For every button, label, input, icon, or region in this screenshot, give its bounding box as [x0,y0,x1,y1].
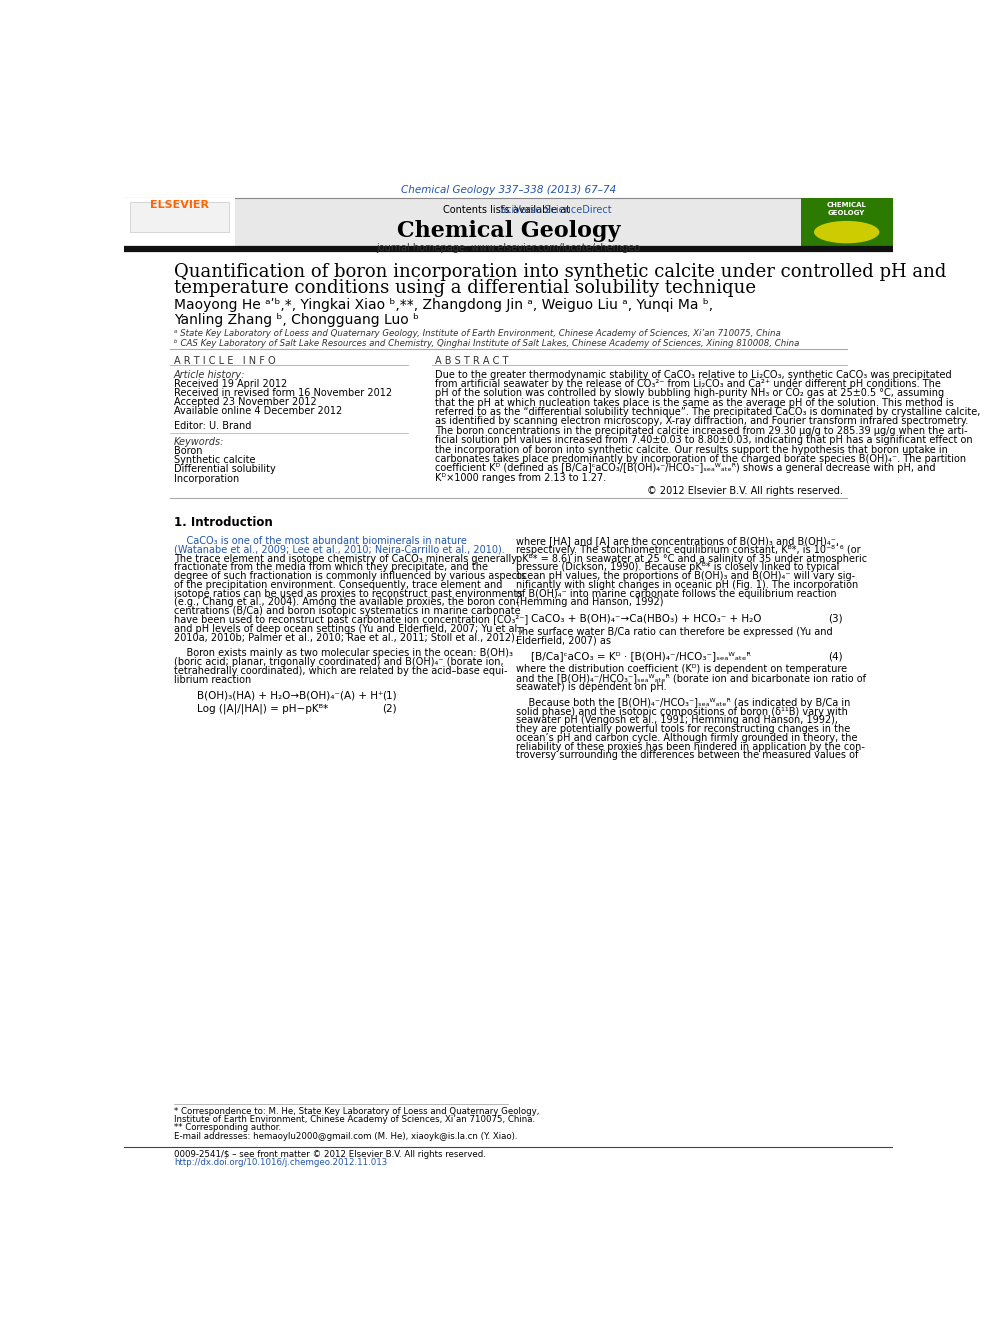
Text: E-mail addresses: hemaoylu2000@gmail.com (M. He), xiaoyk@is.la.cn (Y. Xiao).: E-mail addresses: hemaoylu2000@gmail.com… [174,1131,518,1140]
FancyBboxPatch shape [130,201,228,232]
Text: Because both the [B(OH)₄⁻/HCO₃⁻]ₛₑₐᵂₐₜₑᴿ (as indicated by B/Ca in: Because both the [B(OH)₄⁻/HCO₃⁻]ₛₑₐᵂₐₜₑᴿ… [516,697,850,708]
Text: The surface water B/Ca ratio can therefore be expressed (Yu and: The surface water B/Ca ratio can therefo… [516,627,832,636]
Text: [B/Ca]ᶜaCO₃ = Kᴰ · [B(OH)₄⁻/HCO₃⁻]ₛₑₐᵂₐₜₑᴿ: [B/Ca]ᶜaCO₃ = Kᴰ · [B(OH)₄⁻/HCO₃⁻]ₛₑₐᵂₐₜ… [532,651,751,662]
Text: centrations (B/Ca) and boron isotopic systematics in marine carbonate: centrations (B/Ca) and boron isotopic sy… [174,606,521,617]
Text: ᵇ CAS Key Laboratory of Salt Lake Resources and Chemistry, Qinghai Institute of : ᵇ CAS Key Laboratory of Salt Lake Resour… [174,339,800,348]
Text: A B S T R A C T: A B S T R A C T [435,356,509,366]
Text: Keywords:: Keywords: [174,437,224,447]
Text: Accepted 23 November 2012: Accepted 23 November 2012 [174,397,316,407]
Text: isotope ratios can be used as proxies to reconstruct past environments: isotope ratios can be used as proxies to… [174,589,523,598]
FancyBboxPatch shape [124,198,235,247]
Text: 2010a, 2010b; Palmer et al., 2010; Rae et al., 2011; Stoll et al., 2012).: 2010a, 2010b; Palmer et al., 2010; Rae e… [174,632,518,643]
Text: A R T I C L E   I N F O: A R T I C L E I N F O [174,356,276,366]
Text: seawater) is dependent on pH.: seawater) is dependent on pH. [516,681,667,692]
Text: 1. Introduction: 1. Introduction [174,516,273,529]
Text: referred to as the “differential solubility technique”. The precipitated CaCO₃ i: referred to as the “differential solubil… [435,407,981,417]
Text: ᵃ State Key Laboratory of Loess and Quaternary Geology, Institute of Earth Envir: ᵃ State Key Laboratory of Loess and Quat… [174,329,781,337]
Text: Quantification of boron incorporation into synthetic calcite under controlled pH: Quantification of boron incorporation in… [174,263,946,280]
Text: (2): (2) [382,704,397,714]
Text: Received in revised form 16 November 2012: Received in revised form 16 November 201… [174,388,392,398]
Text: seawater pH (Vengosh et al., 1991; Hemming and Hanson, 1992),: seawater pH (Vengosh et al., 1991; Hemmi… [516,716,838,725]
Text: Kᴰ×1000 ranges from 2.13 to 1.27.: Kᴰ×1000 ranges from 2.13 to 1.27. [435,472,607,483]
Text: the incorporation of boron into synthetic calcite. Our results support the hypot: the incorporation of boron into syntheti… [435,445,948,455]
Text: ELSEVIER: ELSEVIER [150,200,209,209]
Text: tetrahedrally coordinated), which are related by the acid–base equi-: tetrahedrally coordinated), which are re… [174,665,508,676]
Text: Incorporation: Incorporation [174,474,239,483]
Text: as identified by scanning electron microscopy, X-ray diffraction, and Fourier tr: as identified by scanning electron micro… [435,417,968,426]
Text: Available online 4 December 2012: Available online 4 December 2012 [174,406,342,417]
Text: troversy surrounding the differences between the measured values of: troversy surrounding the differences bet… [516,750,858,761]
Text: (1): (1) [382,691,397,700]
Text: (Hemming and Hanson, 1992): (Hemming and Hanson, 1992) [516,598,664,607]
Text: that the pH at which nucleation takes place is the same as the average pH of the: that the pH at which nucleation takes pl… [435,398,954,407]
Text: CaCO₃ is one of the most abundant biominerals in nature: CaCO₃ is one of the most abundant biomin… [174,536,467,546]
Text: Yanling Zhang ᵇ, Chongguang Luo ᵇ: Yanling Zhang ᵇ, Chongguang Luo ᵇ [174,312,419,327]
Text: ocean pH values, the proportions of B(OH)₃ and B(OH)₄⁻ will vary sig-: ocean pH values, the proportions of B(OH… [516,572,855,581]
Text: GEOLOGY: GEOLOGY [828,209,865,216]
Text: they are potentially powerful tools for reconstructing changes in the: they are potentially powerful tools for … [516,724,850,734]
Text: (e.g., Chang et al., 2004). Among the available proxies, the boron con-: (e.g., Chang et al., 2004). Among the av… [174,598,519,607]
Text: ocean’s pH and carbon cycle. Although firmly grounded in theory, the: ocean’s pH and carbon cycle. Although fi… [516,733,858,744]
Text: and the [B(OH)₄⁻/HCO₃⁻]ₛₑₐᵂₐₜₑᴿ (borate ion and bicarbonate ion ratio of: and the [B(OH)₄⁻/HCO₃⁻]ₛₑₐᵂₐₜₑᴿ (borate … [516,673,866,683]
Text: coefficient Kᴰ (defined as [B/Ca]ᶜaCO₃/[B(OH)₄⁻/HCO₃⁻]ₛₑₐᵂₐₜₑᴿ) shows a general : coefficient Kᴰ (defined as [B/Ca]ᶜaCO₃/[… [435,463,935,474]
Text: Log (|A|/|HA|) = pH−pKᴮ*: Log (|A|/|HA|) = pH−pKᴮ* [197,704,328,714]
Text: (4): (4) [828,651,843,662]
Text: (boric acid; planar, trigonally coordinated) and B(OH)₄⁻ (borate ion,: (boric acid; planar, trigonally coordina… [174,658,504,667]
Text: * Correspondence to: M. He, State Key Laboratory of Loess and Quaternary Geology: * Correspondence to: M. He, State Key La… [174,1107,540,1117]
Text: solid phase) and the isotopic compositions of boron (δ¹¹B) vary with: solid phase) and the isotopic compositio… [516,706,848,717]
Text: The boron concentrations in the precipitated calcite increased from 29.30 μg/g t: The boron concentrations in the precipit… [435,426,968,435]
Text: carbonates takes place predominantly by incorporation of the charged borate spec: carbonates takes place predominantly by … [435,454,966,464]
Text: Chemical Geology 337–338 (2013) 67–74: Chemical Geology 337–338 (2013) 67–74 [401,185,616,196]
Text: (3): (3) [828,614,843,623]
Text: SciVerse ScienceDirect: SciVerse ScienceDirect [500,205,612,214]
Text: http://dx.doi.org/10.1016/j.chemgeo.2012.11.013: http://dx.doi.org/10.1016/j.chemgeo.2012… [174,1158,387,1167]
Text: where the distribution coefficient (Kᴰ) is dependent on temperature: where the distribution coefficient (Kᴰ) … [516,664,847,675]
Text: Differential solubility: Differential solubility [174,464,276,475]
Text: from artificial seawater by the release of CO₃²⁻ from Li₂CO₃ and Ca²⁺ under diff: from artificial seawater by the release … [435,378,941,389]
Text: Maoyong He ᵃʹᵇ,*, Yingkai Xiao ᵇ,**, Zhangdong Jin ᵃ, Weiguo Liu ᵃ, Yunqi Ma ᵇ,: Maoyong He ᵃʹᵇ,*, Yingkai Xiao ᵇ,**, Zha… [174,298,713,312]
Text: Received 19 April 2012: Received 19 April 2012 [174,378,288,389]
FancyBboxPatch shape [801,198,893,247]
Text: nificantly with slight changes in oceanic pH (Fig. 1). The incorporation: nificantly with slight changes in oceani… [516,579,858,590]
Text: Chemical Geology: Chemical Geology [397,220,620,242]
Text: © 2012 Elsevier B.V. All rights reserved.: © 2012 Elsevier B.V. All rights reserved… [647,486,843,496]
Text: Editor: U. Brand: Editor: U. Brand [174,421,251,430]
Text: and pH levels of deep ocean settings (Yu and Elderfield, 2007; Yu et al.,: and pH levels of deep ocean settings (Yu… [174,623,524,634]
Ellipse shape [814,221,879,243]
Text: Article history:: Article history: [174,369,245,380]
Text: degree of such fractionation is commonly influenced by various aspects: degree of such fractionation is commonly… [174,572,526,581]
Text: Boron: Boron [174,446,202,456]
Text: pressure (Dickson, 1990). Because pKᴮ* is closely linked to typical: pressure (Dickson, 1990). Because pKᴮ* i… [516,562,839,573]
Text: Boron exists mainly as two molecular species in the ocean: B(OH)₃: Boron exists mainly as two molecular spe… [174,648,513,659]
Text: ** Corresponding author.: ** Corresponding author. [174,1123,281,1132]
Text: of the precipitation environment. Consequently, trace element and: of the precipitation environment. Conseq… [174,579,502,590]
Text: CaCO₃ + B(OH)₄⁻→Ca(HBO₃) + HCO₃⁻ + H₂O: CaCO₃ + B(OH)₄⁻→Ca(HBO₃) + HCO₃⁻ + H₂O [532,614,762,623]
Text: Synthetic calcite: Synthetic calcite [174,455,256,466]
Text: pKᴮ* = 8.6) in seawater at 25 °C and a salinity of 35 under atmospheric: pKᴮ* = 8.6) in seawater at 25 °C and a s… [516,553,867,564]
Text: librium reaction: librium reaction [174,675,251,684]
Text: temperature conditions using a differential solubility technique: temperature conditions using a different… [174,279,756,296]
FancyBboxPatch shape [235,198,801,247]
Text: fractionate from the media from which they precipitate, and the: fractionate from the media from which th… [174,562,488,573]
Text: Institute of Earth Environment, Chinese Academy of Sciences, Xi’an 710075, China: Institute of Earth Environment, Chinese … [174,1115,535,1125]
Text: pH of the solution was controlled by slowly bubbling high-purity NH₃ or CO₂ gas : pH of the solution was controlled by slo… [435,389,944,398]
Text: B(OH)₃(HA) + H₂O→B(OH)₄⁻(A) + H⁺: B(OH)₃(HA) + H₂O→B(OH)₄⁻(A) + H⁺ [197,691,384,700]
Text: reliability of these proxies has been hindered in application by the con-: reliability of these proxies has been hi… [516,742,865,751]
Text: 0009-2541/$ – see front matter © 2012 Elsevier B.V. All rights reserved.: 0009-2541/$ – see front matter © 2012 El… [174,1150,486,1159]
Text: (Watanabe et al., 2009; Lee et al., 2010; Neira-Carrillo et al., 2010).: (Watanabe et al., 2009; Lee et al., 2010… [174,545,505,554]
Text: where [HA] and [A] are the concentrations of B(OH)₃ and B(OH)₄⁻,: where [HA] and [A] are the concentration… [516,536,839,546]
Text: Due to the greater thermodynamic stability of CaCO₃ relative to Li₂CO₃, syntheti: Due to the greater thermodynamic stabili… [435,369,952,380]
Text: The trace element and isotope chemistry of CaCO₃ minerals generally: The trace element and isotope chemistry … [174,553,517,564]
Text: have been used to reconstruct past carbonate ion concentration [CO₃²⁻]: have been used to reconstruct past carbo… [174,615,528,624]
Text: of B(OH)₄⁻ into marine carbonate follows the equilibrium reaction: of B(OH)₄⁻ into marine carbonate follows… [516,589,836,598]
Text: Contents lists available at: Contents lists available at [443,205,573,214]
Text: journal homepage: www.elsevier.com/locate/chemgeo: journal homepage: www.elsevier.com/locat… [376,243,641,253]
Text: respectively. The stoichiometric equilibrium constant, Kᴮ*, is 10⁻⁸˙⁶ (or: respectively. The stoichiometric equilib… [516,545,861,554]
Text: ficial solution pH values increased from 7.40±0.03 to 8.80±0.03, indicating that: ficial solution pH values increased from… [435,435,973,446]
Text: Elderfield, 2007) as: Elderfield, 2007) as [516,635,611,646]
Text: CHEMICAL: CHEMICAL [826,201,867,208]
